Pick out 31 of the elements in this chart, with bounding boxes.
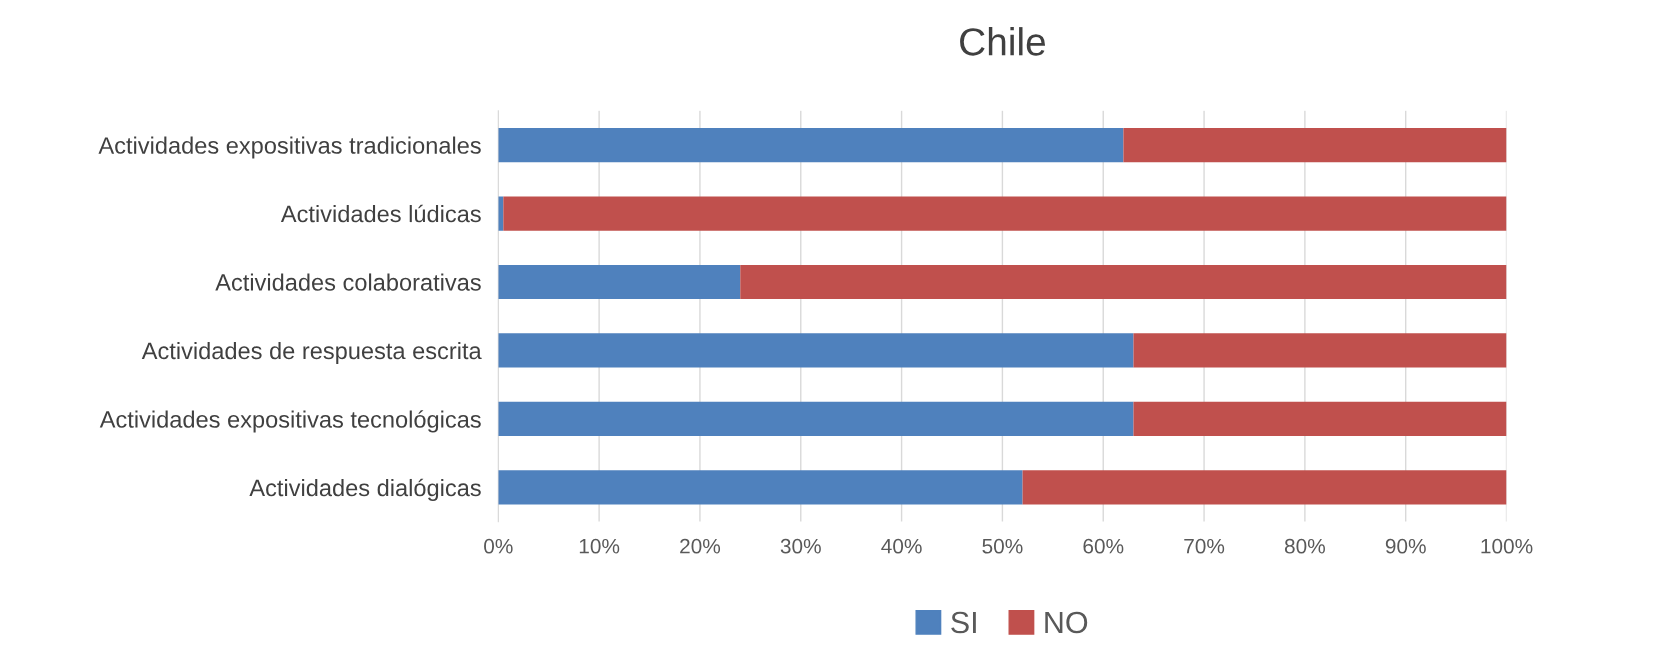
bar <box>1022 470 1507 505</box>
y-tick-label: Actividades expositivas tecnológicas <box>99 410 481 433</box>
x-tick-label: 60% <box>1083 538 1124 554</box>
y-tick-label: Actividades colaborativas <box>215 273 481 291</box>
y-tick-label: Actividades de respuesta escrita <box>141 341 482 364</box>
bar <box>1133 401 1507 437</box>
x-tick-label: 0% <box>484 538 513 554</box>
x-tick-label: 10% <box>579 538 620 554</box>
x-tick-label: 30% <box>780 538 821 554</box>
chart-title: Chile <box>960 27 1045 56</box>
y-tick-label: Actividades expositivas tradicionales <box>98 136 481 159</box>
y-tick-label: Actividades dialógicas <box>249 478 481 501</box>
x-tick-label: 50% <box>982 538 1023 554</box>
bar <box>498 333 1134 368</box>
bar <box>498 264 741 300</box>
bar <box>740 264 1507 300</box>
legend-label: SI <box>951 611 976 634</box>
x-tick-label: 40% <box>881 538 922 554</box>
x-tick-label: 100% <box>1481 538 1533 554</box>
y-tick-label: Actividades lúdicas <box>280 204 481 223</box>
bar <box>498 470 1023 505</box>
bar <box>1133 333 1507 368</box>
x-tick-label: 80% <box>1284 538 1325 554</box>
bar <box>498 127 1124 163</box>
bar <box>1123 127 1507 163</box>
bar <box>503 196 1507 231</box>
bar <box>498 401 1134 437</box>
x-tick-label: 20% <box>680 538 721 554</box>
legend-label: NO <box>1045 611 1088 634</box>
x-tick-label: 70% <box>1184 538 1225 554</box>
x-tick-label: 90% <box>1385 538 1426 554</box>
